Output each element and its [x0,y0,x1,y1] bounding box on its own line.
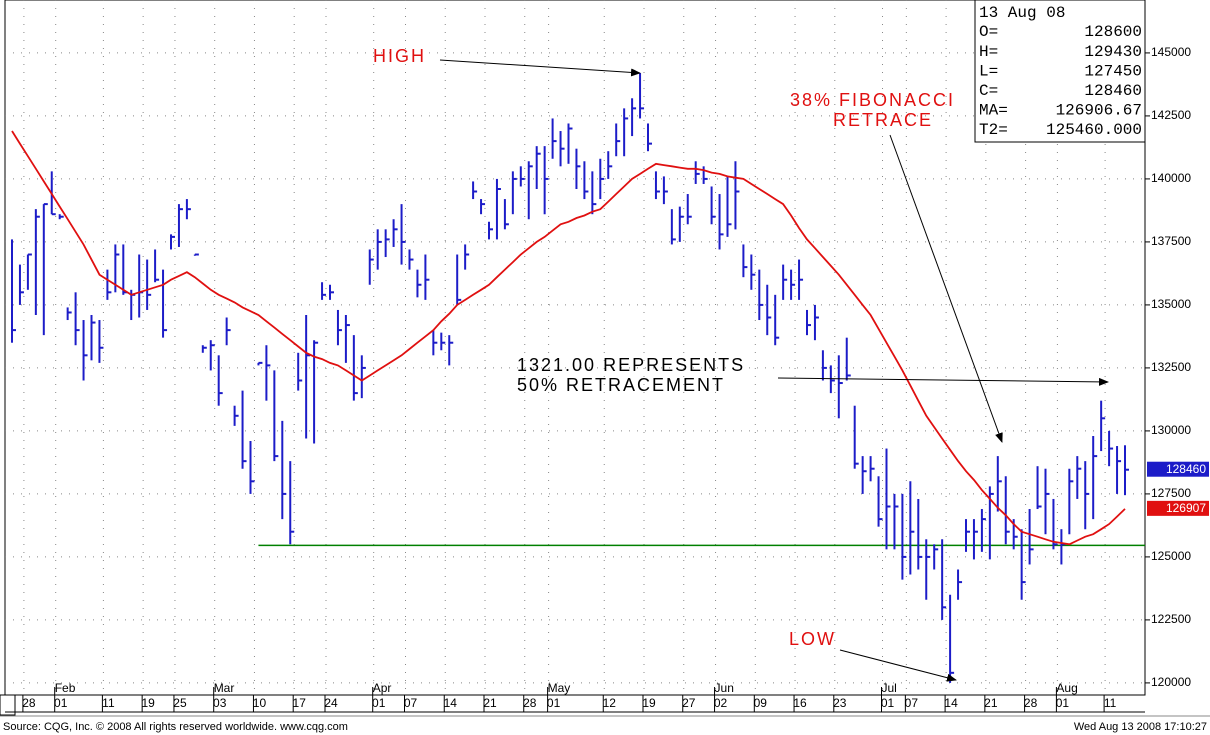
x-tick-label: 11 [1104,696,1117,710]
arrow [777,377,1109,386]
x-tick-label: 19 [141,696,155,710]
x-tick-label: 14 [944,696,958,710]
x-tick-label: 01 [881,696,895,710]
info-value: 125460.000 [1046,121,1142,139]
x-tick-label: 28 [22,696,36,710]
corner-box [0,694,16,716]
y-tick-label: 130000 [1151,423,1191,437]
info-label: L= [979,62,998,80]
x-tick-label: 21 [984,696,998,710]
info-label: T2= [979,121,1008,139]
info-label: MA= [979,102,1008,120]
x-tick-label: 02 [714,696,728,710]
info-label: H= [979,43,998,61]
x-tick-label: 14 [444,696,458,710]
x-tick-label: 19 [642,696,656,710]
info-value: 127450 [1084,62,1142,80]
y-tick-label: 145000 [1151,45,1191,59]
annotation-low: LOW [789,629,836,649]
x-tick-label: 01 [1056,696,1070,710]
x-tick-label: 12 [603,696,617,710]
moving-average [11,130,1126,546]
info-label: O= [979,23,998,41]
y-tick-label: 127500 [1151,486,1191,500]
marks [11,73,1145,683]
last-close-label: 128460 [1166,462,1206,476]
x-tick-label: 21 [483,696,497,710]
info-value: 126906.67 [1056,102,1142,120]
x-tick-label: 01 [54,696,68,710]
footer-source: Source: CQG, Inc. © 2008 All rights rese… [3,721,348,733]
x-tick-label: 25 [173,696,187,710]
info-value: 128460 [1084,82,1142,100]
last-ma-tag [1147,500,1209,516]
plot-frame [4,0,1146,696]
info-box: 13 Aug 08 O= 128600 H= 129430 L= 127450 C= 1284… [974,0,1146,143]
x-tick-label: 27 [682,696,696,710]
x-tick-label: 17 [293,696,307,710]
info-date: 13 Aug 08 [979,4,1065,22]
month-label: Apr [373,681,392,695]
y-tick-label: 135000 [1151,297,1191,311]
x-tick-label: 03 [213,696,227,710]
annotation-half: 1321.00 REPRESENTS [517,355,745,375]
y-tick-label: 142500 [1151,108,1191,122]
y-tick-label: 137500 [1151,234,1191,248]
y-tick-label: 120000 [1151,675,1191,689]
y-tick-label: 140000 [1151,171,1191,185]
arrow [439,59,641,77]
arrow [889,134,1003,443]
info-value: 128600 [1084,23,1142,41]
y-tick-label: 132500 [1151,360,1191,374]
x-tick-label: 09 [754,696,768,710]
annotation-half: 50% RETRACEMENT [517,375,725,395]
month-label: Jun [715,681,734,695]
x-tick-label: 16 [793,696,807,710]
annotation-fib: RETRACE [833,110,933,130]
month-label: Aug [1056,681,1077,695]
y-tick-label: 122500 [1151,612,1191,626]
y-tick-label: 125000 [1151,549,1191,563]
last-ma-label: 126907 [1166,501,1206,515]
month-label: Feb [55,681,76,695]
x-tick-label: 01 [372,696,386,710]
month-label: Jul [882,681,897,695]
x-tick-label: 11 [102,696,115,710]
x-tick-label: 10 [253,696,267,710]
last-close-tag [1147,461,1209,477]
x-tick-label: 28 [523,696,537,710]
x-tick-label: 24 [324,696,338,710]
x-tick-label: 07 [905,696,919,710]
footer-timestamp: Wed Aug 13 2008 17:10:27 [1074,721,1207,733]
info-frame [974,0,1146,143]
x-tick-label: 28 [1024,696,1038,710]
info-value: 129430 [1084,43,1142,61]
info-label: C= [979,82,998,100]
x-tick-label: 01 [547,696,561,710]
annotation-fib: 38% FIBONACCI [790,90,955,110]
month-label: May [548,681,571,695]
annotation-high: HIGH [373,46,426,66]
arrow [839,649,957,682]
x-tick-label: 23 [833,696,847,710]
month-label: Mar [214,681,235,695]
x-tick-label: 07 [404,696,418,710]
